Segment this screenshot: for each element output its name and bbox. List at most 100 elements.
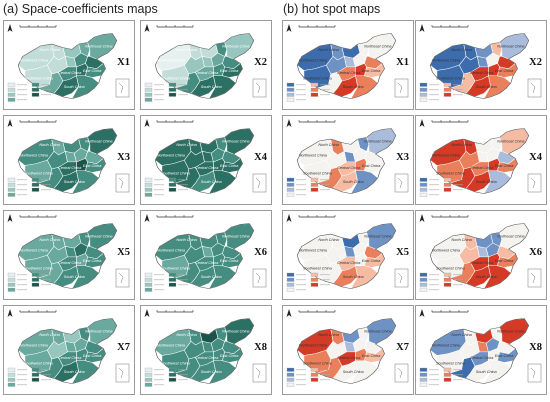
north-arrow-icon <box>286 309 292 317</box>
map-region-label: Central China <box>58 71 81 75</box>
map-region-label: Southwest China <box>303 266 332 270</box>
hot-spot-map-x2: Northwest China North China Northeast Chin… <box>415 20 547 110</box>
south-china-sea-inset <box>115 78 130 98</box>
map-region-label: Northeast China <box>364 235 391 239</box>
north-arrow-icon <box>7 24 13 32</box>
map-region-label: East China <box>220 354 239 358</box>
map-region-label: Southwest China <box>24 76 53 80</box>
coefficient-map-x1: Northwest China North China Northeast Chin… <box>3 20 135 110</box>
province-regions <box>154 223 255 290</box>
map-region-label: North China <box>318 333 338 337</box>
map-region-label: East China <box>495 259 514 263</box>
map-region-label: Central China <box>470 71 493 75</box>
south-china-sea-inset <box>527 363 542 383</box>
map-region-label: Northwest China <box>299 154 327 158</box>
map-region-label: Northwest China <box>157 249 185 253</box>
map-region-label: Northeast China <box>497 140 524 144</box>
map-region-label: South China <box>476 180 497 184</box>
map-region-label: Northwest China <box>20 59 48 63</box>
province-regions <box>17 33 118 100</box>
scale-bar <box>298 310 336 313</box>
scale-bar <box>431 120 469 123</box>
map-region-label: South China <box>343 370 364 374</box>
south-china-sea-inset <box>394 173 409 193</box>
map-region-label: Northwest China <box>432 344 460 348</box>
map-region-label: Northwest China <box>432 59 460 63</box>
map-region-label: Central China <box>470 261 493 265</box>
map-region-label: South China <box>476 275 497 279</box>
scale-bar <box>156 120 194 123</box>
scale-bar <box>19 310 57 313</box>
map-region-label: East China <box>220 69 239 73</box>
map-region-label: Northeast China <box>497 235 524 239</box>
map-legend <box>7 272 51 292</box>
map-region-label: Southwest China <box>24 266 53 270</box>
scale-bar <box>298 120 336 123</box>
north-arrow-icon <box>7 119 13 127</box>
map-region-label: Southwest China <box>161 361 190 365</box>
province-region <box>465 170 491 193</box>
panel-variable-label: X8 <box>529 342 542 353</box>
map-region-label: North China <box>318 143 338 147</box>
map-region-label: North China <box>451 143 471 147</box>
province-regions <box>429 318 530 385</box>
map-region-label: Central China <box>337 356 360 360</box>
map-region-label: South China <box>64 85 85 89</box>
map-canvas: Northwest China North China Northeast Chin… <box>7 24 130 102</box>
map-region-label: Northwest China <box>432 249 460 253</box>
south-china-sea-inset <box>394 268 409 288</box>
map-region-label: Southwest China <box>303 171 332 175</box>
map-region-label: East China <box>220 164 239 168</box>
panel-variable-label: X2 <box>254 57 267 68</box>
north-arrow-icon <box>144 24 150 32</box>
province-regions <box>154 128 255 195</box>
map-region-label: Southwest China <box>24 361 53 365</box>
south-china-sea-inset <box>527 268 542 288</box>
map-canvas: Northwest China North China Northeast Chin… <box>286 119 409 197</box>
province-region <box>465 265 491 288</box>
panel-variable-label: X1 <box>396 57 409 68</box>
map-region-label: Northeast China <box>85 330 112 334</box>
south-china-sea-inset <box>252 363 267 383</box>
hot-spot-map-x5: Northwest China North China Northeast Chin… <box>282 210 414 300</box>
map-region-label: South China <box>343 275 364 279</box>
map-legend <box>144 367 188 387</box>
map-region-label: Northwest China <box>299 249 327 253</box>
north-arrow-icon <box>7 309 13 317</box>
map-region-label: Central China <box>195 261 218 265</box>
map-region-label: Northwest China <box>20 249 48 253</box>
map-region-label: South China <box>476 370 497 374</box>
scale-bar <box>19 215 57 218</box>
map-region-label: South China <box>201 370 222 374</box>
map-legend <box>7 367 51 387</box>
map-region-label: Southwest China <box>24 171 53 175</box>
map-region-label: East China <box>362 259 381 263</box>
province-region <box>332 360 358 383</box>
south-china-sea-inset <box>252 78 267 98</box>
south-china-sea-inset <box>394 363 409 383</box>
map-region-label: North China <box>451 333 471 337</box>
map-region-label: Northwest China <box>157 59 185 63</box>
map-region-label: Northwest China <box>432 154 460 158</box>
map-canvas: Northwest China North China Northeast Chin… <box>286 24 409 102</box>
south-china-sea-inset <box>115 363 130 383</box>
panel-variable-label: X6 <box>254 247 267 258</box>
map-canvas: Northwest China North China Northeast Chin… <box>419 214 542 292</box>
map-region-label: Central China <box>195 166 218 170</box>
map-region-label: East China <box>495 354 514 358</box>
hot-spot-map-x6: Northwest China North China Northeast Chin… <box>415 210 547 300</box>
province-regions <box>17 318 118 385</box>
map-legend <box>419 82 463 102</box>
map-region-label: South China <box>343 180 364 184</box>
coefficients-maps-title: (a) Space-coefficients maps <box>3 2 158 16</box>
map-region-label: North China <box>39 238 59 242</box>
map-region-label: East China <box>83 164 102 168</box>
province-region <box>53 170 79 193</box>
map-region-label: Southwest China <box>436 76 465 80</box>
map-region-label: Central China <box>58 166 81 170</box>
north-arrow-icon <box>144 214 150 222</box>
map-legend <box>419 177 463 197</box>
map-region-label: Central China <box>337 71 360 75</box>
map-region-label: Northwest China <box>299 59 327 63</box>
hot-spot-maps-title: (b) hot spot maps <box>283 2 381 16</box>
